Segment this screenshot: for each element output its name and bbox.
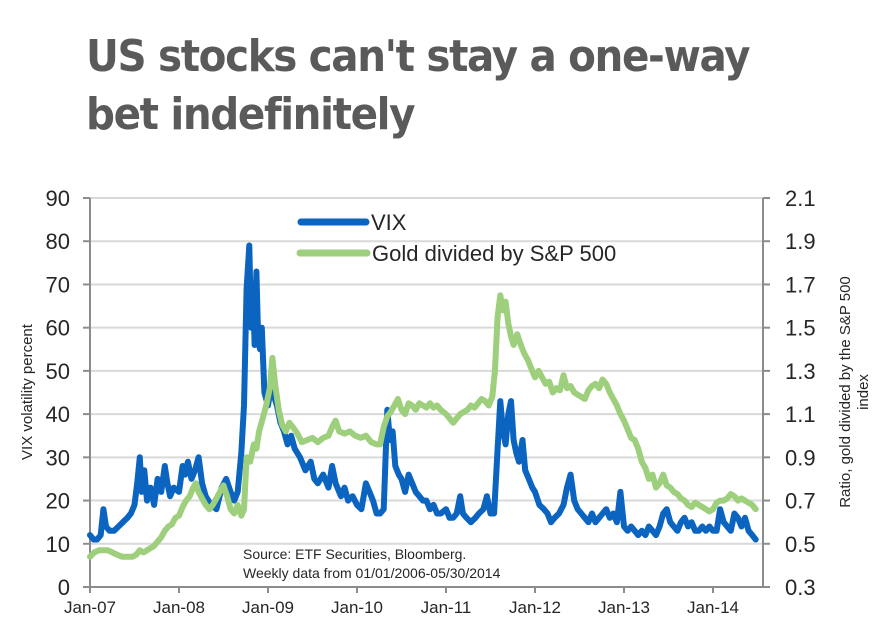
source-line-2: Weekly data from 01/01/2006-05/30/2014 bbox=[243, 565, 501, 581]
source-annotation: Source: ETF Securities, Bloomberg. Weekl… bbox=[243, 546, 501, 581]
y-tick-label-left: 70 bbox=[46, 272, 70, 297]
y-tick-label-right: 1.7 bbox=[785, 272, 816, 297]
title-line-1: US stocks can't stay a one-way bbox=[86, 31, 751, 82]
y-tick-label-right: 1.1 bbox=[785, 402, 816, 427]
legend-label-gold: Gold divided by S&P 500 bbox=[372, 241, 616, 266]
y-tick-label-right: 2.1 bbox=[785, 186, 816, 211]
title-line-2: bet indefinitely bbox=[86, 89, 416, 140]
y-tick-label-left: 80 bbox=[46, 229, 70, 254]
y-tick-label-right: 0.7 bbox=[785, 489, 816, 514]
legend: VIX Gold divided by S&P 500 bbox=[296, 210, 616, 266]
y-tick-label-left: 0 bbox=[58, 575, 70, 600]
source-line-1: Source: ETF Securities, Bloomberg. bbox=[243, 546, 466, 562]
y-tick-label-right: 1.3 bbox=[785, 359, 816, 384]
series-line-vix bbox=[87, 242, 759, 543]
series-layer bbox=[87, 242, 759, 560]
legend-label-vix: VIX bbox=[371, 210, 407, 235]
series-line-gold-sp500 bbox=[87, 292, 759, 560]
x-tick-label: Jan-14 bbox=[687, 598, 739, 617]
y-tick-label-left: 20 bbox=[46, 489, 70, 514]
y-axis-title-right-line-2: index bbox=[855, 374, 872, 410]
y-tick-label-left: 90 bbox=[46, 186, 70, 211]
y-tick-label-left: 40 bbox=[46, 402, 70, 427]
y-tick-label-left: 60 bbox=[46, 316, 70, 341]
y-tick-label-left: 50 bbox=[46, 359, 70, 384]
axes: 0 0.3 10 0.5 20 0.7 30 0.9 40 1.1 50 1.3 60 1.5 70 1.7 8… bbox=[46, 186, 816, 617]
y-tick-label-right: 0.5 bbox=[785, 532, 816, 557]
gridlines bbox=[90, 197, 763, 545]
y-axis-title-left: VIX volatility percent bbox=[19, 323, 36, 460]
x-tick-label: Jan-11 bbox=[421, 598, 472, 617]
y-tick-label-left: 30 bbox=[46, 445, 70, 470]
x-tick-label: Jan-10 bbox=[331, 598, 383, 617]
y-tick-label-right: 0.3 bbox=[785, 575, 816, 600]
x-tick-label: Jan-09 bbox=[242, 598, 294, 617]
x-tick-label: Jan-07 bbox=[64, 598, 116, 617]
y-tick-label-right: 1.9 bbox=[785, 229, 816, 254]
y-axis-title-right-line-1: Ratio, gold divided by the S&P 500 bbox=[837, 276, 854, 508]
y-tick-label-left: 10 bbox=[46, 532, 70, 557]
x-tick-label: Jan-12 bbox=[509, 598, 561, 617]
y-tick-label-right: 1.5 bbox=[785, 316, 816, 341]
x-tick-label: Jan-08 bbox=[153, 598, 205, 617]
chart-title: US stocks can't stay a one-way bet indef… bbox=[86, 28, 785, 144]
y-tick-label-right: 0.9 bbox=[785, 445, 816, 470]
x-tick-label: Jan-13 bbox=[598, 598, 650, 617]
